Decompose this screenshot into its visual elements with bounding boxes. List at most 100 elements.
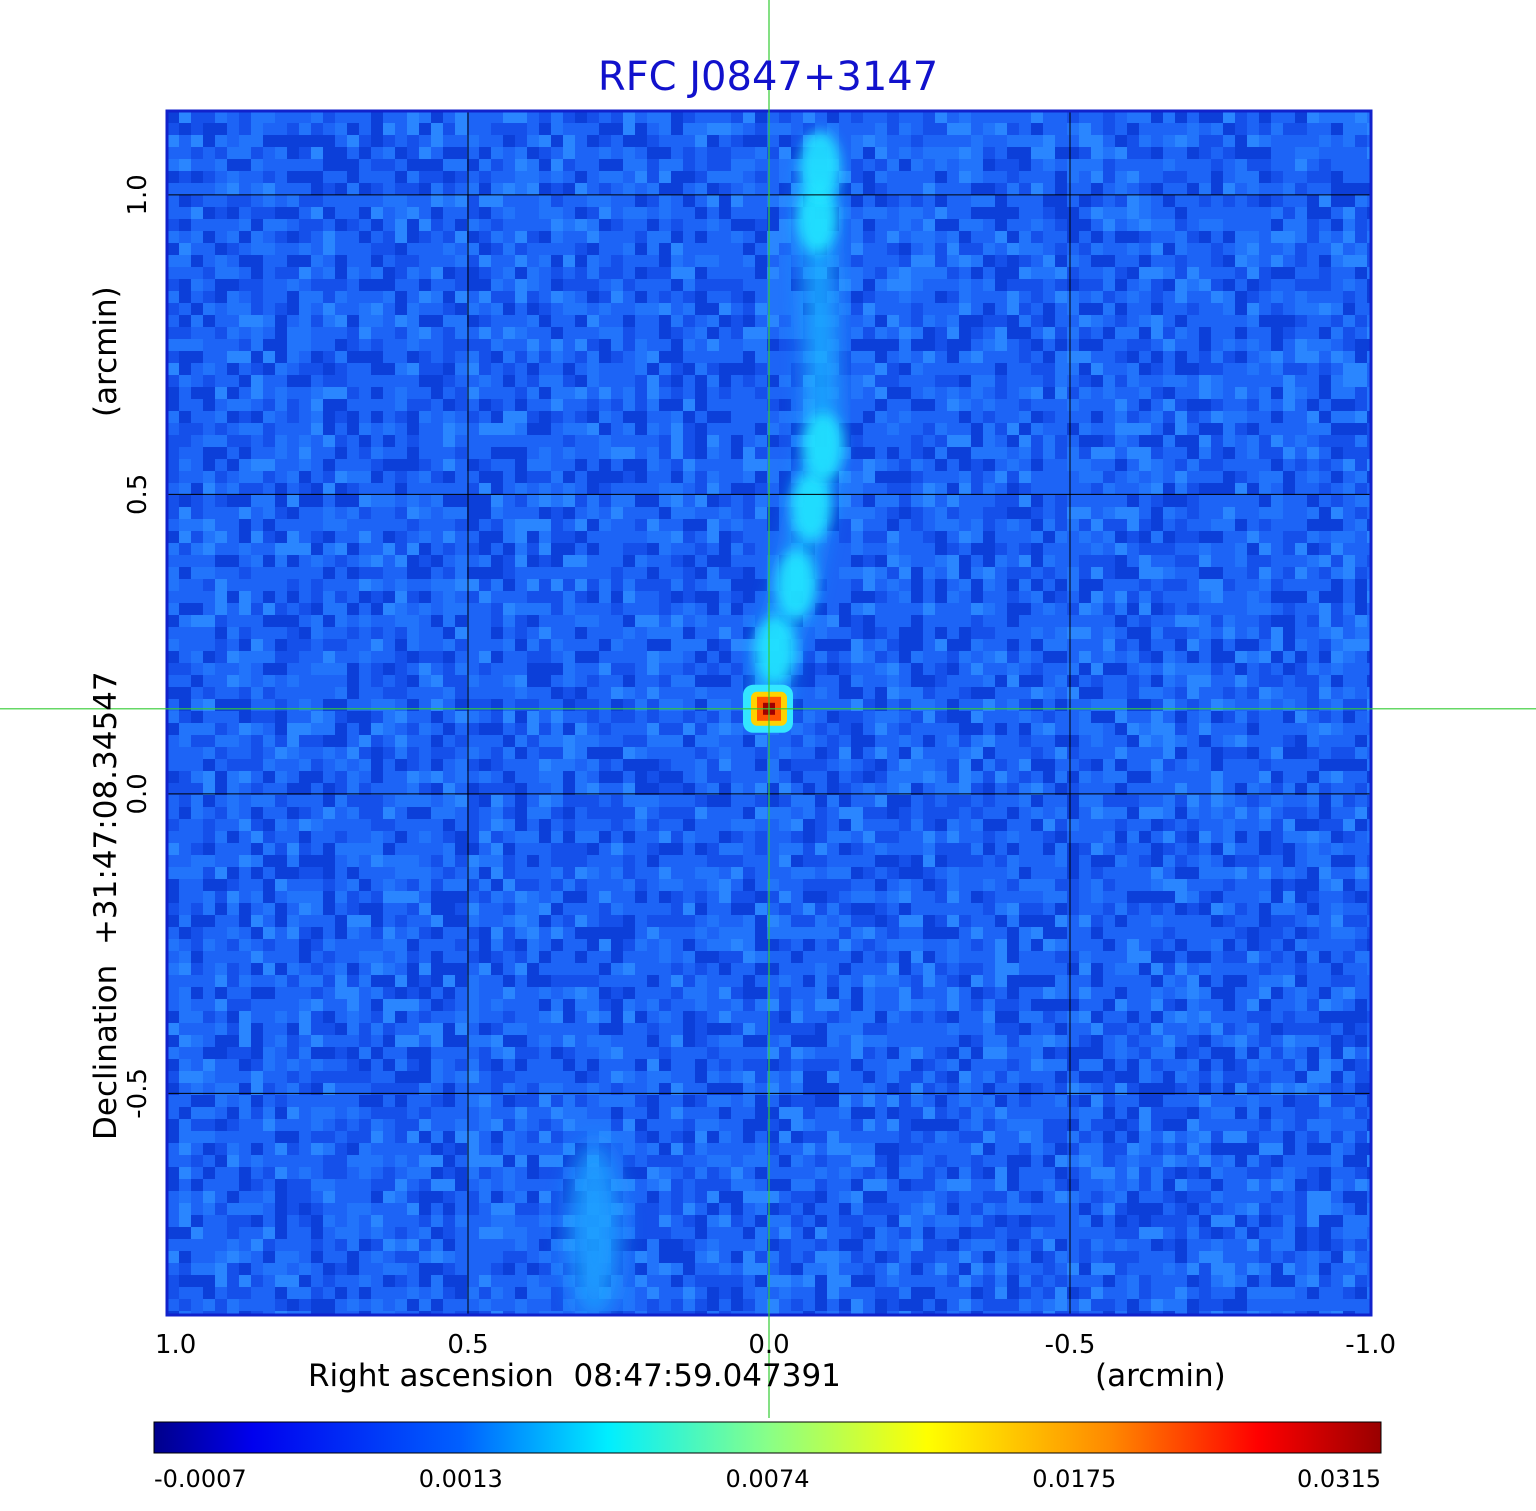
noise-cell: [1091, 483, 1103, 495]
noise-cell: [287, 471, 299, 483]
noise-cell: [899, 147, 911, 159]
noise-cell: [779, 171, 791, 183]
noise-cell: [503, 207, 515, 219]
noise-cell: [455, 531, 467, 543]
noise-cell: [947, 603, 959, 615]
noise-cell: [887, 363, 899, 375]
noise-cell: [1115, 315, 1127, 327]
noise-cell: [503, 363, 515, 375]
noise-cell: [671, 651, 683, 663]
noise-cell: [359, 399, 371, 411]
noise-cell: [707, 507, 719, 519]
noise-cell: [251, 315, 263, 327]
noise-cell: [827, 639, 839, 651]
noise-cell: [695, 387, 707, 399]
noise-cell: [1067, 171, 1079, 183]
noise-cell: [851, 351, 863, 363]
noise-cell: [168, 543, 179, 555]
noise-cell: [1271, 279, 1283, 291]
noise-cell: [503, 375, 515, 387]
noise-cell: [1367, 183, 1370, 195]
noise-cell: [839, 675, 851, 687]
noise-cell: [1319, 459, 1331, 471]
noise-cell: [1283, 615, 1295, 627]
noise-cell: [239, 639, 251, 651]
noise-cell: [287, 291, 299, 303]
noise-cell: [1259, 675, 1271, 687]
noise-cell: [671, 555, 683, 567]
noise-cell: [647, 375, 659, 387]
noise-cell: [1319, 411, 1331, 423]
noise-cell: [959, 123, 971, 135]
noise-cell: [1331, 663, 1343, 675]
noise-cell: [827, 651, 839, 663]
noise-cell: [1043, 411, 1055, 423]
noise-cell: [1103, 435, 1115, 447]
noise-cell: [1055, 531, 1067, 543]
noise-cell: [1307, 615, 1319, 627]
noise-cell: [935, 447, 947, 459]
noise-cell: [323, 639, 335, 651]
noise-cell: [323, 327, 335, 339]
noise-cell: [719, 375, 731, 387]
noise-cell: [1223, 495, 1235, 507]
noise-cell: [275, 519, 287, 531]
noise-cell: [1019, 423, 1031, 435]
noise-cell: [191, 327, 203, 339]
noise-cell: [1091, 207, 1103, 219]
noise-cell: [443, 591, 455, 603]
noise-cell: [1283, 591, 1295, 603]
noise-cell: [1223, 207, 1235, 219]
noise-cell: [323, 447, 335, 459]
noise-cell: [911, 423, 923, 435]
noise-cell: [1151, 231, 1163, 243]
noise-cell: [251, 375, 263, 387]
noise-cell: [443, 207, 455, 219]
noise-cell: [875, 171, 887, 183]
noise-cell: [1331, 639, 1343, 651]
noise-cell: [587, 315, 599, 327]
noise-cell: [191, 447, 203, 459]
noise-cell: [755, 195, 767, 207]
noise-cell: [575, 231, 587, 243]
noise-cell: [203, 627, 215, 639]
noise-cell: [1355, 663, 1367, 675]
noise-cell: [239, 111, 251, 123]
noise-cell: [515, 459, 527, 471]
noise-cell: [323, 627, 335, 639]
noise-cell: [239, 423, 251, 435]
noise-cell: [983, 675, 995, 687]
noise-cell: [251, 255, 263, 267]
noise-cell: [1103, 603, 1115, 615]
noise-cell: [971, 267, 983, 279]
noise-cell: [347, 375, 359, 387]
noise-cell: [311, 519, 323, 531]
noise-cell: [1043, 255, 1055, 267]
noise-cell: [323, 351, 335, 363]
noise-cell: [1355, 315, 1367, 327]
noise-cell: [503, 423, 515, 435]
noise-cell: [1235, 255, 1247, 267]
noise-cell: [587, 639, 599, 651]
noise-cell: [623, 663, 635, 675]
noise-cell: [935, 567, 947, 579]
noise-cell: [359, 159, 371, 171]
noise-cell: [1079, 579, 1091, 591]
noise-cell: [371, 207, 383, 219]
noise-cell: [635, 363, 647, 375]
noise-cell: [1031, 231, 1043, 243]
noise-cell: [1175, 291, 1187, 303]
noise-cell: [983, 555, 995, 567]
noise-cell: [407, 603, 419, 615]
noise-cell: [767, 579, 779, 591]
noise-cell: [407, 543, 419, 555]
noise-cell: [359, 255, 371, 267]
noise-cell: [1211, 651, 1223, 663]
noise-cell: [863, 435, 875, 447]
noise-cell: [1115, 375, 1127, 387]
noise-cell: [1091, 111, 1103, 123]
noise-cell: [1127, 279, 1139, 291]
noise-cell: [863, 291, 875, 303]
noise-cell: [1139, 447, 1151, 459]
noise-cell: [779, 339, 791, 351]
